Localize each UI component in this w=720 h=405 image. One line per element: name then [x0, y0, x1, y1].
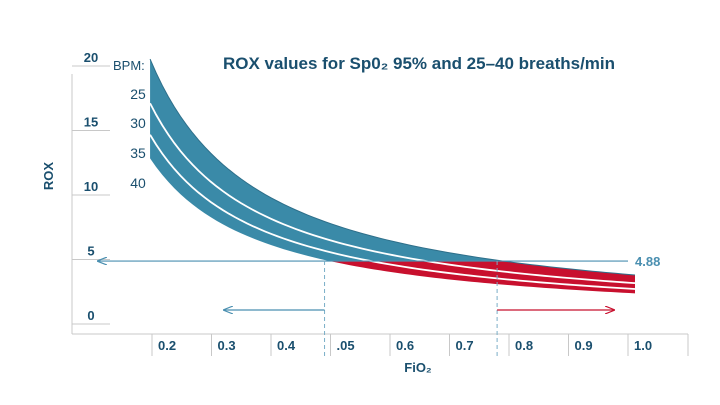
threshold-group: 4.88 — [98, 254, 660, 356]
series-line-30 — [149, 102, 636, 285]
threshold-label: 4.88 — [635, 254, 660, 269]
y-axis: 0 5 10 15 20 — [71, 50, 110, 334]
series-label-35: 35 — [130, 145, 146, 161]
series-lines — [149, 102, 636, 290]
y-axis-label: ROX — [41, 162, 56, 191]
x-axis-label: FiO₂ — [404, 360, 432, 375]
series-line-35 — [149, 134, 636, 290]
band-edge-top — [149, 58, 636, 276]
x-tick-label: 0.8 — [515, 338, 533, 353]
y-tick-label: 20 — [84, 50, 98, 65]
series-label-40: 40 — [130, 175, 146, 191]
x-tick-label: 0.2 — [158, 338, 176, 353]
x-tick-label: 0.7 — [456, 338, 474, 353]
bpm-heading: BPM: — [113, 58, 145, 73]
x-tick-label: 0.3 — [218, 338, 236, 353]
y-tick-label: 10 — [84, 179, 98, 194]
series-labels: 25 30 35 40 — [130, 86, 146, 191]
chart-title: ROX values for Sp0₂ 95% and 25–40 breath… — [223, 54, 615, 73]
series-label-30: 30 — [130, 115, 146, 131]
series-label-25: 25 — [130, 86, 146, 102]
x-tick-label: 0.4 — [277, 338, 296, 353]
y-tick-label: 0 — [87, 308, 94, 323]
rox-bands — [149, 58, 636, 294]
x-tick-label: .05 — [337, 338, 355, 353]
band-above-threshold — [150, 59, 504, 262]
y-tick-label: 15 — [84, 115, 98, 130]
x-axis: 0.2 0.3 0.4 .05 0.6 0.7 0.8 0.9 1.0 — [72, 333, 689, 356]
y-tick-label: 5 — [87, 244, 94, 259]
x-tick-label: 0.9 — [575, 338, 593, 353]
x-tick-label: 0.6 — [396, 338, 414, 353]
x-tick-label: 1.0 — [634, 338, 652, 353]
